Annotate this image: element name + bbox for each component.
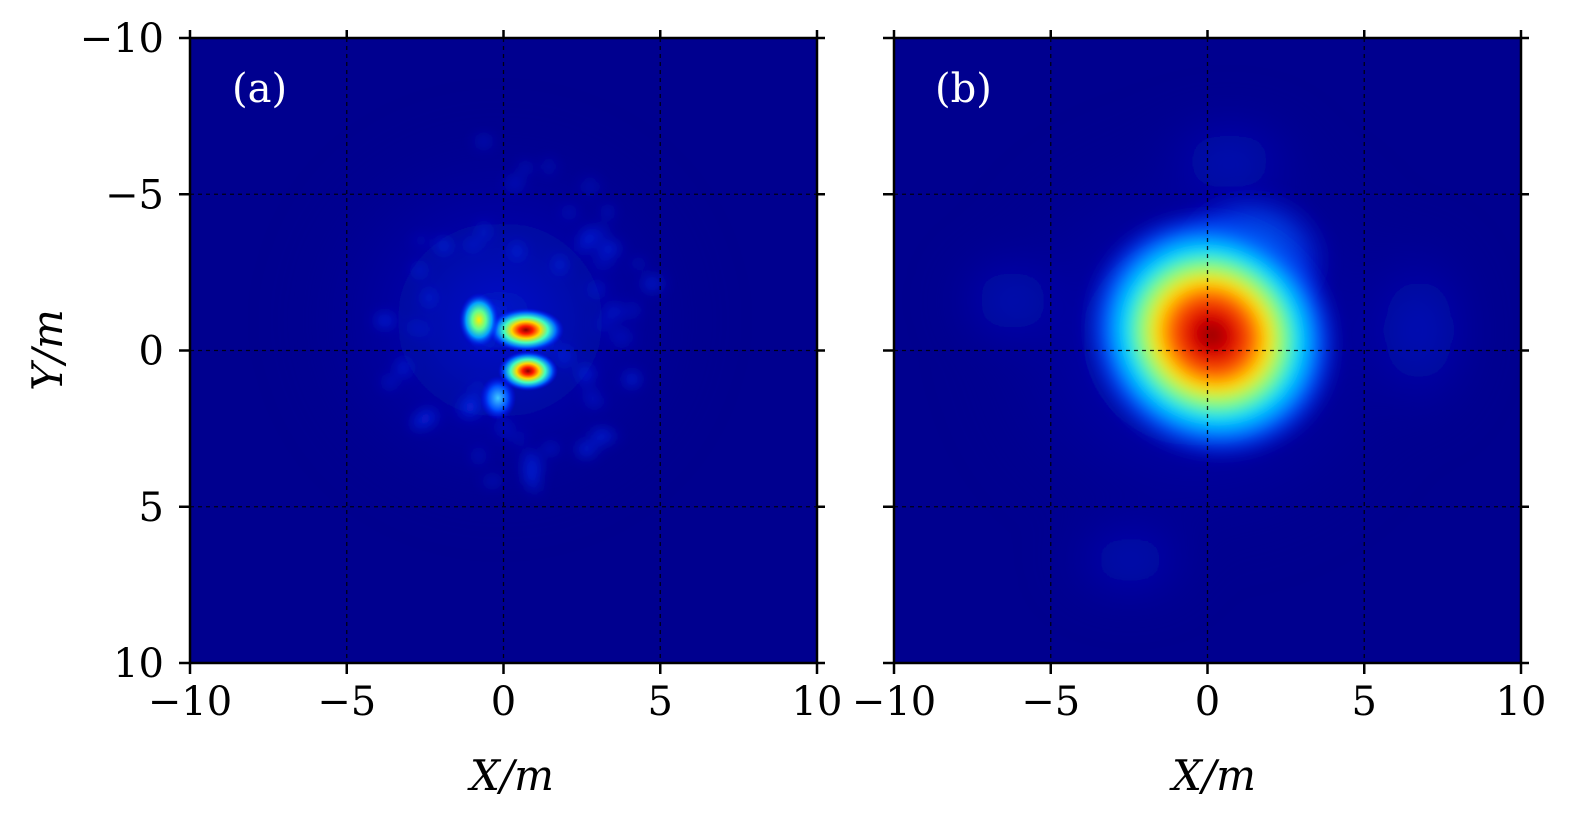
y-tick-label: 5	[139, 485, 164, 531]
speckle-mark	[557, 204, 582, 221]
x-tick-label: 10	[792, 679, 843, 725]
speckle-mark	[494, 415, 515, 440]
speckle-mark	[619, 368, 645, 390]
speckle-mark	[624, 298, 643, 322]
speckle-mark	[410, 261, 429, 280]
speckle-mark	[626, 256, 651, 271]
speckle-mark	[553, 342, 576, 370]
speckle-mark	[585, 424, 613, 452]
speckle-mark	[572, 240, 593, 257]
panel-b: −10 −5 0 5 10 (b) X/m	[852, 30, 1547, 800]
speckle-mark	[407, 414, 428, 433]
speckle-mark	[606, 324, 638, 351]
speckle-mark	[587, 252, 620, 272]
y-tick-label: −5	[105, 172, 164, 218]
y-tick-label: 10	[113, 641, 164, 687]
peak-mark	[488, 308, 564, 352]
x-tick-label: 10	[1496, 679, 1547, 725]
speckle-mark	[392, 354, 415, 382]
x-tick-label: −10	[148, 679, 232, 725]
speckle-mark	[576, 173, 604, 201]
speckle-mark	[636, 271, 669, 296]
peak-mark	[498, 351, 558, 391]
speckle-mark	[478, 474, 507, 488]
speckle-mark	[461, 238, 484, 252]
speckle-mark	[469, 445, 488, 468]
peak-mark	[459, 293, 499, 347]
speckle-mark	[551, 252, 568, 278]
halo-mark	[1050, 510, 1210, 610]
x-tick-label: −5	[1021, 679, 1080, 725]
speckle-mark	[594, 224, 612, 240]
speckle-mark	[516, 160, 535, 176]
speckle-mark	[408, 233, 434, 248]
x-tick-label: 5	[648, 679, 673, 725]
panel-label-b: (b)	[935, 66, 992, 112]
x-axis-label-b: X/m	[1169, 751, 1256, 800]
y-tick-label: −10	[80, 16, 164, 62]
peak-mark	[480, 376, 516, 420]
speckle-mark	[452, 395, 487, 421]
speckle-mark	[517, 453, 550, 481]
speckle-mark	[502, 172, 528, 195]
x-tick-label: 0	[1195, 679, 1220, 725]
speckle-mark	[370, 310, 399, 331]
speckle-mark	[573, 362, 598, 386]
halo-mark	[1140, 105, 1320, 215]
speckle-mark	[539, 442, 562, 455]
speckle-mark	[538, 155, 560, 178]
x-tick-label: 5	[1352, 679, 1377, 725]
speckle-mark	[432, 235, 456, 257]
grid-a	[190, 38, 817, 663]
x-tick-label: −10	[852, 679, 936, 725]
x-axis-label-a: X/m	[467, 751, 554, 800]
speckle-mark	[598, 301, 631, 323]
speckle-mark	[415, 318, 432, 341]
x-tick-label: 0	[491, 679, 516, 725]
y-axis-label: Y/m	[23, 309, 72, 391]
x-tick-label: −5	[317, 679, 376, 725]
speckle-mark	[580, 383, 601, 402]
speckle-mark	[506, 239, 528, 264]
speckle-mark	[379, 372, 400, 392]
speckle-mark	[584, 279, 609, 300]
speckle-mark	[419, 284, 439, 312]
panel-label-a: (a)	[232, 66, 287, 112]
speckle-mark	[474, 217, 494, 246]
halo-mark	[940, 240, 1080, 360]
grid-b	[894, 38, 1521, 663]
ticks-b: −10 −5 0 5 10	[852, 30, 1547, 725]
halo-mark	[1350, 220, 1490, 440]
speckle-mark	[470, 132, 498, 151]
y-tick-label: 0	[139, 329, 164, 375]
main-peak-mark	[1080, 206, 1344, 464]
speckle-mark	[599, 203, 617, 221]
